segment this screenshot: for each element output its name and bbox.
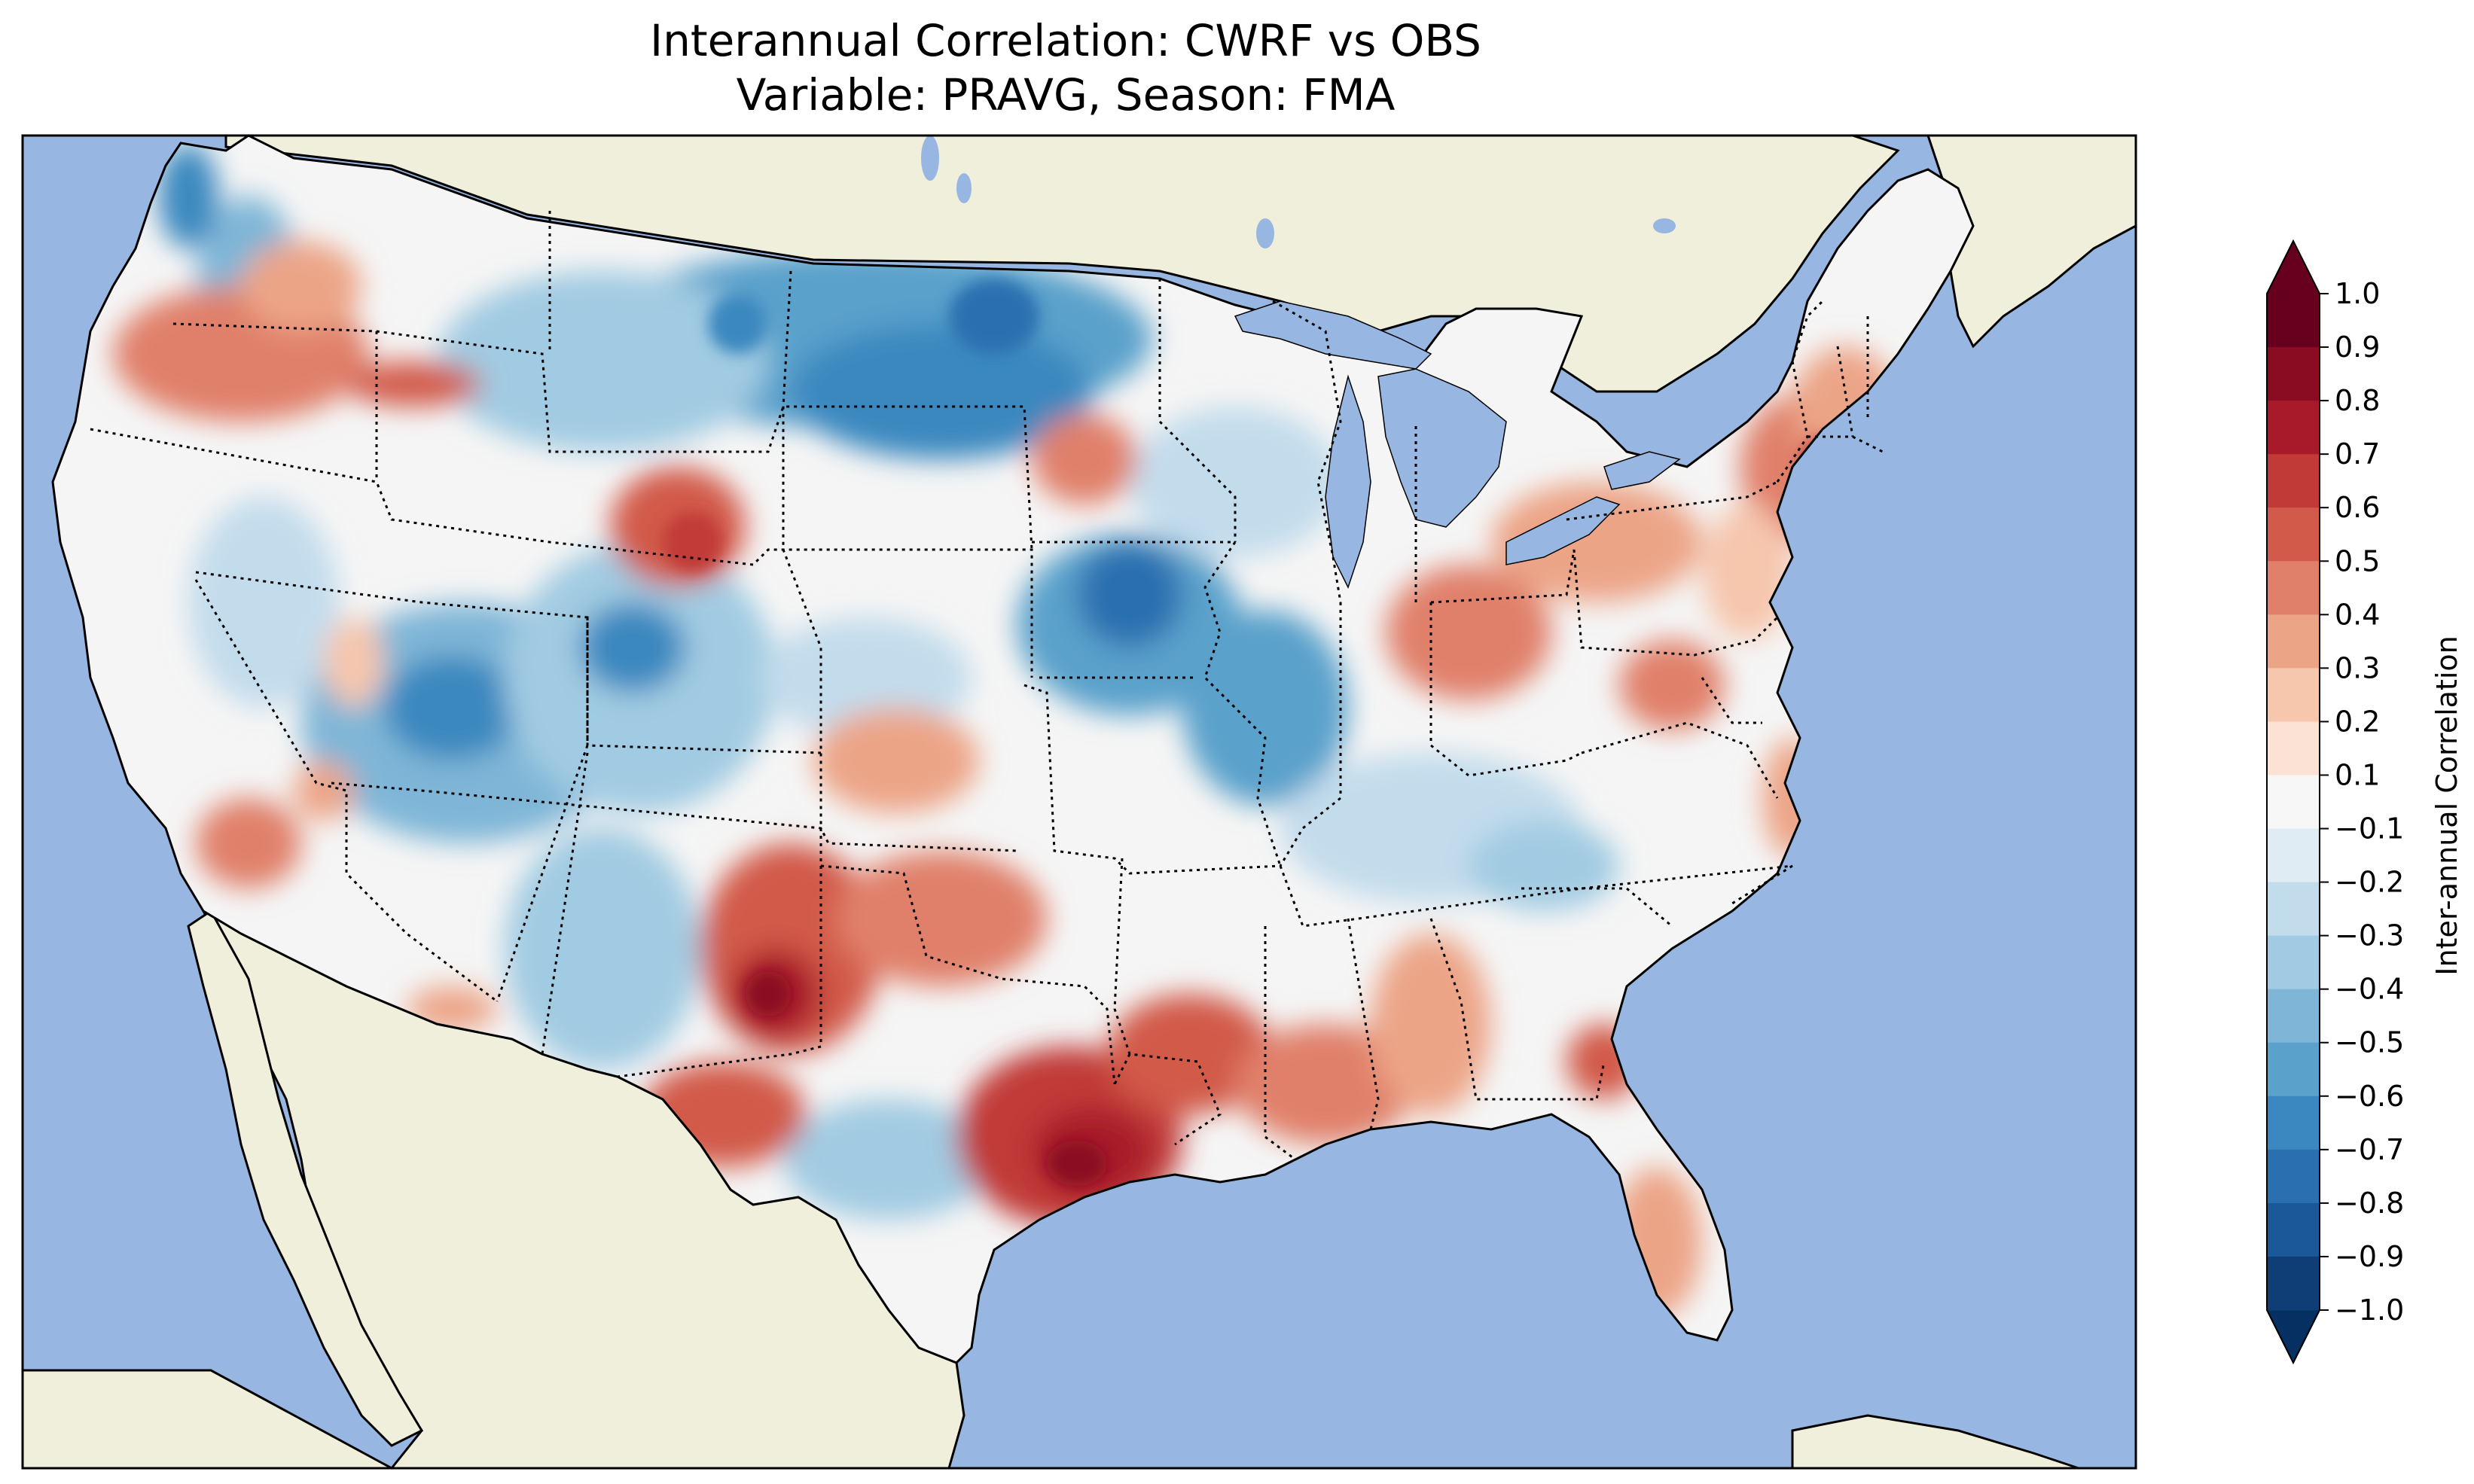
- colorbar-tick-label: −0.2: [2335, 866, 2404, 899]
- colorbar-tick-label: 0.9: [2335, 331, 2380, 364]
- colorbar-tick-label: 1.0: [2335, 277, 2380, 310]
- chart-title: Interannual Correlation: CWRF vs OBS Var…: [0, 14, 2131, 122]
- colorbar-tick-label: −0.4: [2335, 973, 2404, 1006]
- colorbar-segment: [2267, 1202, 2320, 1257]
- colorbar-segment: [2267, 882, 2320, 937]
- colorbar-segment: [2267, 454, 2320, 508]
- baja-land: [187, 909, 424, 1447]
- colorbar-tick-label: 0.6: [2335, 491, 2380, 524]
- colorbar-segment: [2267, 507, 2320, 562]
- colorbar-segment: [2267, 775, 2320, 830]
- colorbar-tick-label: 0.5: [2335, 544, 2380, 577]
- colorbar-segment: [2267, 1095, 2320, 1150]
- colorbar-tick-label: 0.7: [2335, 437, 2380, 471]
- colorbar-group: 1.0 0.9 0.8 0.7 0.6 0.5 0.4 0.3 0.2 0.1 −0.1 −0.2 −0…: [2266, 239, 2404, 1365]
- colorbar-segment: [2267, 668, 2320, 722]
- colorbar-tick-label: −0.8: [2335, 1187, 2404, 1220]
- title-line-2: Variable: PRAVG, Season: FMA: [736, 69, 1396, 120]
- colorbar-tick-label: −0.1: [2335, 812, 2404, 846]
- colorbar-tick-label: −0.7: [2335, 1133, 2404, 1166]
- map-frame: [21, 134, 2137, 1470]
- colorbar-tick-label: −0.3: [2335, 919, 2404, 952]
- canada-lakes: [921, 136, 1676, 248]
- colorbar-tick-label: −0.6: [2335, 1080, 2404, 1113]
- colorbar-tick-label: 0.3: [2335, 651, 2380, 684]
- colorbar-tick-label: −0.9: [2335, 1240, 2404, 1273]
- colorbar-extend-max: [2267, 241, 2320, 294]
- map-area: [21, 134, 2137, 1470]
- colorbar-segment: [2267, 294, 2320, 348]
- colorbar-segment: [2267, 721, 2320, 776]
- colorbar-segment: [2267, 828, 2320, 883]
- colorbar-tick-label: −0.5: [2335, 1026, 2404, 1059]
- colorbar-tick-label: 0.1: [2335, 758, 2380, 791]
- colorbar-segment: [2267, 935, 2320, 990]
- colorbar-extend-min: [2267, 1310, 2320, 1363]
- colorbar-segment: [2267, 561, 2320, 615]
- colorbar-tick-label: −1.0: [2335, 1294, 2404, 1327]
- colorbar-label: Inter-annual Correlation: [2430, 635, 2463, 975]
- colorbar-segment: [2267, 989, 2320, 1044]
- colorbar-tick-label: 0.2: [2335, 705, 2380, 738]
- colorbar-segment: [2267, 1149, 2320, 1204]
- state-borders: [90, 211, 1884, 1161]
- colorbar-segment: [2267, 1042, 2320, 1097]
- colorbar-segment: [2267, 401, 2320, 455]
- colorbar-segment: [2267, 1256, 2320, 1311]
- colorbar-tick-label: 0.8: [2335, 384, 2380, 417]
- colorbar-tick-label: 0.4: [2335, 598, 2380, 631]
- colorbar-segment: [2267, 614, 2320, 669]
- colorbar-segment: [2267, 347, 2320, 401]
- title-line-1: Interannual Correlation: CWRF vs OBS: [649, 15, 1481, 66]
